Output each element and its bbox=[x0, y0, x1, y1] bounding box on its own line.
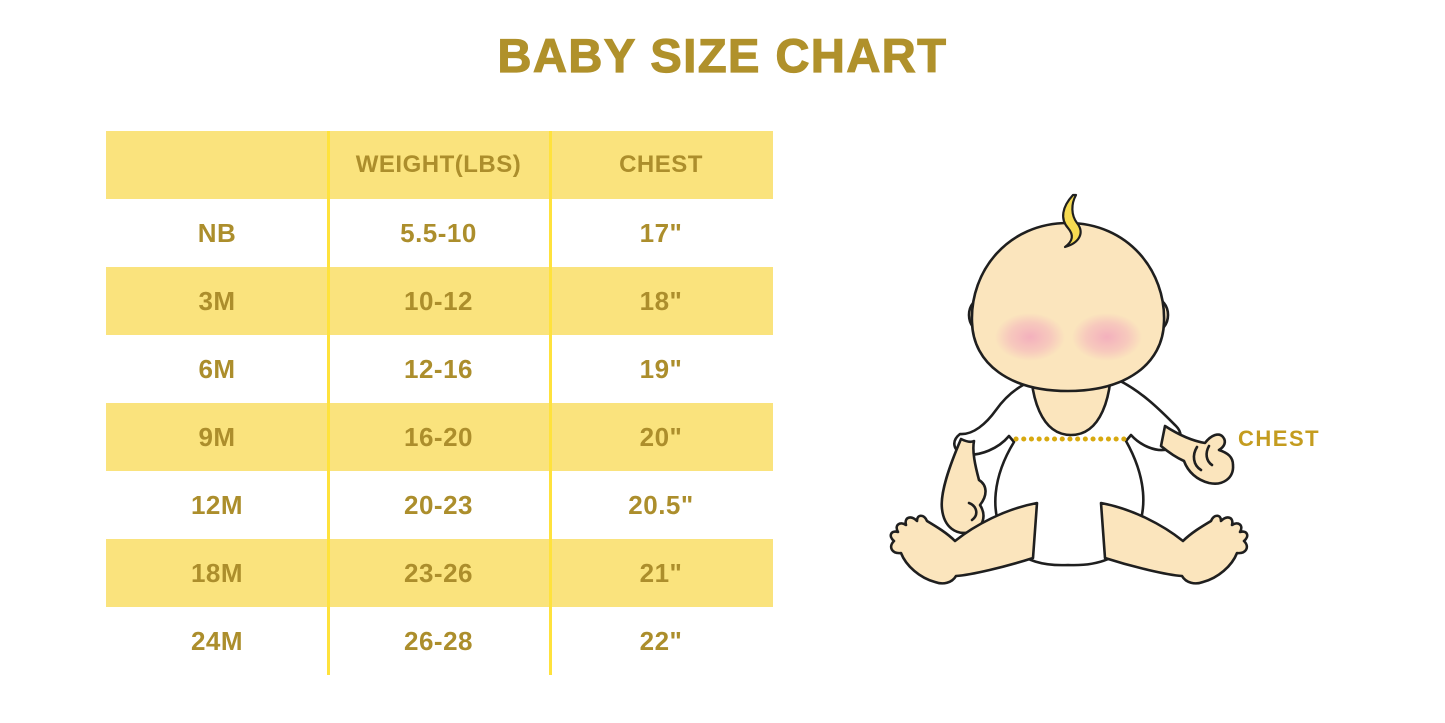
weight-value: 16-20 bbox=[404, 421, 473, 452]
size-value: 24M bbox=[190, 625, 244, 656]
fist-fingers bbox=[1192, 444, 1214, 472]
chest-value: 22" bbox=[639, 625, 683, 656]
table-row: NB 5.5-10 17" bbox=[106, 199, 773, 267]
size-value: 6M bbox=[198, 353, 236, 384]
baby-illustration bbox=[875, 185, 1260, 615]
weight-value: 12-16 bbox=[404, 353, 473, 384]
weight-value: 20-23 bbox=[404, 489, 473, 520]
weight-value: 10-12 bbox=[404, 285, 473, 316]
right-arm-fist bbox=[1159, 424, 1235, 485]
left-blush bbox=[995, 313, 1065, 361]
table-header-row: WEIGHT(LBS) CHEST bbox=[106, 131, 773, 199]
size-value: 9M bbox=[198, 421, 236, 452]
chest-value: 20" bbox=[639, 421, 683, 452]
weight-value: 5.5-10 bbox=[400, 217, 477, 248]
table-row: 12M 20-23 20.5" bbox=[106, 471, 773, 539]
right-leg bbox=[1099, 501, 1249, 585]
table-row: 24M 26-28 22" bbox=[106, 607, 773, 675]
table-row: 18M 23-26 21" bbox=[106, 539, 773, 607]
weight-value: 26-28 bbox=[404, 625, 473, 656]
column-divider bbox=[549, 131, 552, 675]
header-chest: CHEST bbox=[619, 151, 703, 178]
size-value: NB bbox=[197, 217, 237, 248]
baby-illustration-svg bbox=[889, 193, 1249, 585]
hair-curl bbox=[1062, 193, 1082, 249]
size-value: 3M bbox=[198, 285, 236, 316]
chest-value: 19" bbox=[639, 353, 683, 384]
left-hand-finger bbox=[967, 501, 978, 522]
size-value: 12M bbox=[190, 489, 244, 520]
weight-value: 23-26 bbox=[404, 557, 473, 588]
chest-value: 20.5" bbox=[628, 489, 694, 520]
size-value: 18M bbox=[190, 557, 244, 588]
chest-value: 17" bbox=[639, 217, 683, 248]
table-row: 3M 10-12 18" bbox=[106, 267, 773, 335]
page-title: BABY SIZE CHART bbox=[497, 28, 948, 82]
right-blush bbox=[1072, 313, 1142, 361]
left-leg bbox=[889, 501, 1039, 585]
chest-annotation-label: CHEST bbox=[1238, 426, 1321, 451]
chest-value: 18" bbox=[639, 285, 683, 316]
head bbox=[970, 221, 1166, 393]
table-row: 6M 12-16 19" bbox=[106, 335, 773, 403]
column-divider bbox=[327, 131, 330, 675]
header-weight: WEIGHT(LBS) bbox=[355, 151, 522, 178]
size-table: WEIGHT(LBS) CHEST NB 5.5-10 17" 3M 10-12… bbox=[106, 131, 773, 675]
table-row: 9M 16-20 20" bbox=[106, 403, 773, 471]
chest-value: 21" bbox=[639, 557, 683, 588]
